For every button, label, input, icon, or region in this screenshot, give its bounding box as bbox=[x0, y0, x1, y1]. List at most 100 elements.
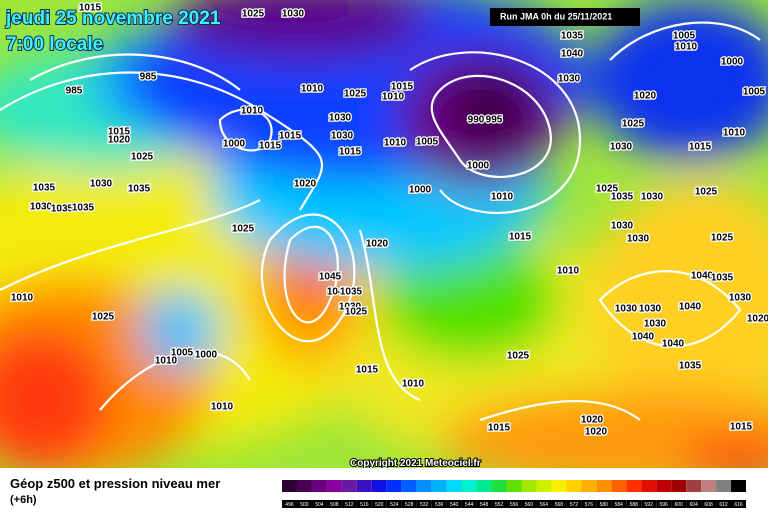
colorbar-label: 532 bbox=[420, 502, 429, 508]
colorbar-label-box bbox=[671, 500, 687, 508]
isobar-label: 1015 bbox=[108, 127, 131, 138]
isobar-label: 1015 bbox=[689, 142, 712, 153]
isobar-label: 1025 bbox=[131, 152, 154, 163]
isobar-label: 1030 bbox=[558, 74, 581, 85]
colorbar-label: 580 bbox=[600, 502, 609, 508]
isobar-label: 1010 bbox=[241, 106, 264, 117]
colorbar-swatch bbox=[521, 480, 537, 492]
colorbar-swatch bbox=[686, 480, 702, 492]
isobar-label: 1040 bbox=[561, 49, 584, 60]
colorbar-swatch bbox=[386, 480, 402, 492]
colorbar-label: 504 bbox=[315, 502, 324, 508]
colorbar-label: 544 bbox=[465, 502, 474, 508]
colorbar-label-box bbox=[686, 500, 702, 508]
isobar-label: 1040 bbox=[679, 302, 702, 313]
isobars bbox=[0, 21, 761, 422]
colorbar-swatch bbox=[581, 480, 597, 492]
isobar-label: 1035 bbox=[711, 273, 734, 284]
isobar-label: 1015 bbox=[279, 131, 302, 142]
isobar-label: 1035 bbox=[128, 184, 151, 195]
isobar-label: 1005 bbox=[171, 348, 194, 359]
colorbar-label-box bbox=[581, 500, 597, 508]
colorbar-label: 588 bbox=[630, 502, 639, 508]
colorbar-label: 496 bbox=[285, 502, 294, 508]
colorbar-swatch bbox=[566, 480, 582, 492]
colorbar-label: 592 bbox=[645, 502, 654, 508]
colorbar-swatch bbox=[401, 480, 417, 492]
colorbar-label: 616 bbox=[734, 502, 743, 508]
colorbar-label: 596 bbox=[660, 502, 669, 508]
isobar-label: 1010 bbox=[675, 42, 698, 53]
colorbar-label-box bbox=[701, 500, 717, 508]
isobar-label: 1015 bbox=[391, 82, 414, 93]
colorbar-label: 524 bbox=[390, 502, 399, 508]
colorbar-label: 612 bbox=[719, 502, 728, 508]
isobar-label: 1000 bbox=[195, 350, 218, 361]
isobar-label: 1030 bbox=[611, 221, 634, 232]
colorbar-swatch bbox=[296, 480, 312, 492]
isobar-label: 1025 bbox=[232, 224, 255, 235]
isobar-label: 1020 bbox=[634, 91, 657, 102]
isobar-label: 1035 bbox=[72, 203, 95, 214]
isobar-label: 1015 bbox=[259, 141, 282, 152]
isobar-label: 1025 bbox=[242, 9, 265, 20]
colorbar-swatch bbox=[461, 480, 477, 492]
colorbar-swatch bbox=[596, 480, 612, 492]
colorbar-swatch bbox=[536, 480, 552, 492]
colorbar-label-box bbox=[446, 500, 462, 508]
colorbar-label: 600 bbox=[674, 502, 683, 508]
colorbar-swatch bbox=[311, 480, 327, 492]
isobar-label: 1020 bbox=[294, 179, 317, 190]
colorbar-label-box bbox=[416, 500, 432, 508]
colorbar-label-box bbox=[491, 500, 507, 508]
isobar-label: 1040 bbox=[632, 332, 655, 343]
isobar-label: 1040 bbox=[327, 287, 350, 298]
caption: Géop z500 et pression niveau mer bbox=[10, 476, 220, 491]
isobar-label: 1030 bbox=[339, 302, 362, 313]
colorbar-swatch bbox=[716, 480, 732, 492]
copyright: Copyright 2021 Meteociel.fr bbox=[350, 458, 481, 469]
colorbar-swatch bbox=[551, 480, 567, 492]
colorbar-label-box bbox=[311, 500, 327, 508]
colorbar-label: 560 bbox=[525, 502, 534, 508]
isobar-label: 1000 bbox=[721, 57, 744, 68]
colorbar-label: 528 bbox=[405, 502, 414, 508]
colorbar-swatch bbox=[476, 480, 492, 492]
colorbar-label-box bbox=[282, 500, 297, 508]
isobar-label: 1020 bbox=[585, 427, 608, 438]
isobar-label: 1030 bbox=[729, 293, 752, 304]
isobar-label: 1010 bbox=[382, 92, 405, 103]
colorbar-label-box bbox=[371, 500, 387, 508]
isobar-label: 1015 bbox=[488, 423, 511, 434]
colorbar-label: 520 bbox=[375, 502, 384, 508]
isobar-label: 1025 bbox=[622, 119, 645, 130]
isobar-label: 1030 bbox=[639, 304, 662, 315]
isobar-label: 1015 bbox=[79, 3, 102, 14]
isobar-label: 1005 bbox=[416, 137, 439, 148]
colorbar-label-box bbox=[626, 500, 642, 508]
colorbar-label: 568 bbox=[555, 502, 564, 508]
isobar-label: 1015 bbox=[509, 232, 532, 243]
isobar-label: 1020 bbox=[747, 314, 768, 325]
time-title: 7:00 locale bbox=[6, 34, 103, 55]
isobar-label: 1030 bbox=[627, 234, 650, 245]
isobar-label: 1010 bbox=[211, 402, 234, 413]
isobar-label: 1010 bbox=[384, 138, 407, 149]
isobar-label: 990 bbox=[468, 115, 485, 126]
colorbar-label-box bbox=[536, 500, 552, 508]
colorbar-label-box bbox=[551, 500, 567, 508]
isobar-label: 1010 bbox=[557, 266, 580, 277]
isobar-label: 1020 bbox=[581, 415, 604, 426]
colorbar-label-box bbox=[611, 500, 627, 508]
colorbar-swatch bbox=[731, 480, 746, 492]
colorbar-label: 508 bbox=[330, 502, 339, 508]
run-box bbox=[490, 8, 640, 26]
colorbar-swatch bbox=[506, 480, 522, 492]
isobar-label: 1020 bbox=[108, 135, 131, 146]
colorbar-label-box bbox=[461, 500, 477, 508]
colorbar-label: 516 bbox=[360, 502, 369, 508]
isobar-label: 1010 bbox=[11, 293, 34, 304]
colorbar-label-box bbox=[566, 500, 582, 508]
colorbar-swatch bbox=[611, 480, 627, 492]
